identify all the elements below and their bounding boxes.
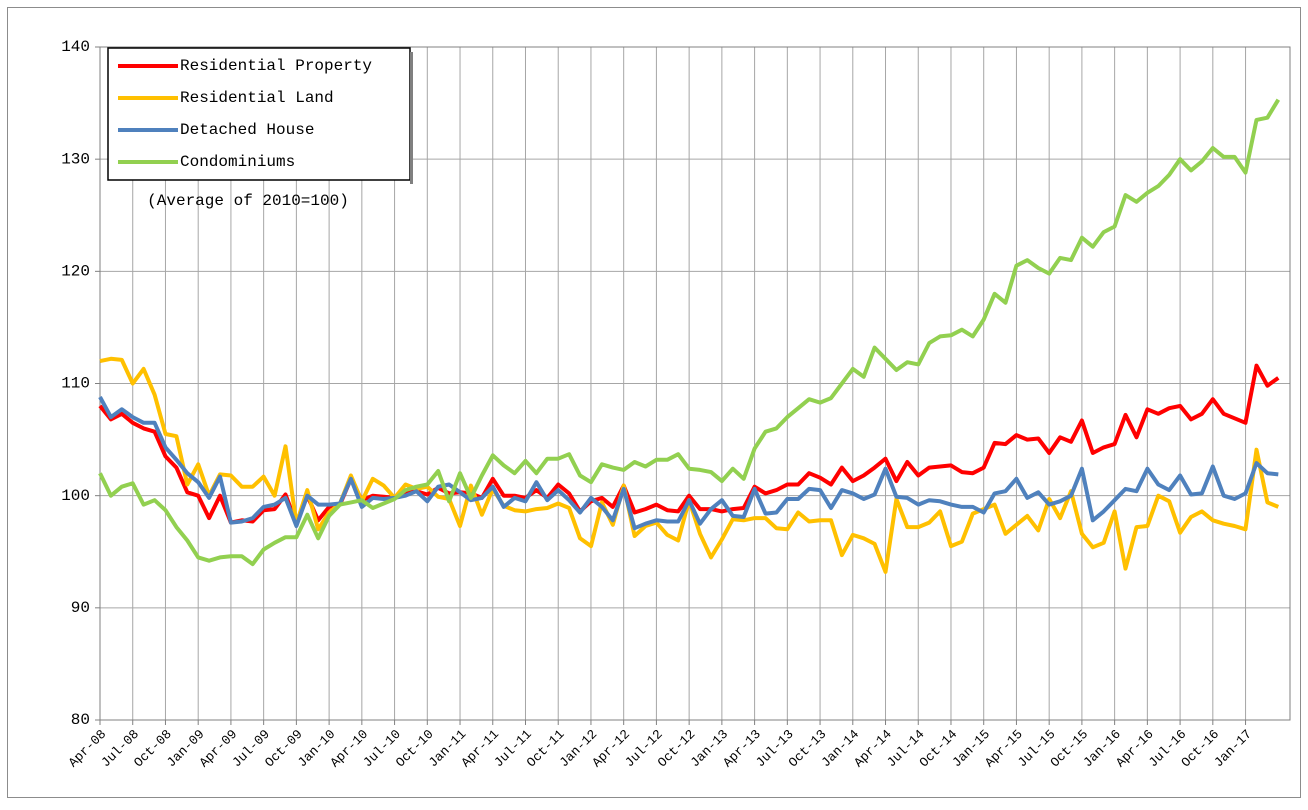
legend-label: Condominiums — [180, 153, 295, 171]
y-tick-label: 90 — [71, 599, 90, 617]
y-tick-label: 120 — [61, 263, 90, 281]
y-tick-label: 110 — [61, 375, 90, 393]
annotation: (Average of 2010=100) — [147, 192, 349, 210]
legend-box — [107, 47, 411, 181]
legend-label: Residential Property — [180, 57, 372, 75]
y-tick-label: 140 — [61, 38, 90, 56]
plot-area — [99, 46, 1291, 721]
y-tick-label: 130 — [61, 150, 90, 168]
series-line — [98, 98, 1281, 567]
y-tick-label: 80 — [71, 711, 90, 729]
y-tick-label: 100 — [61, 487, 90, 505]
series-line — [98, 396, 1279, 531]
legend-shadow — [410, 52, 413, 184]
legend-label: Residential Land — [180, 89, 334, 107]
legend-label: Detached House — [180, 121, 314, 139]
